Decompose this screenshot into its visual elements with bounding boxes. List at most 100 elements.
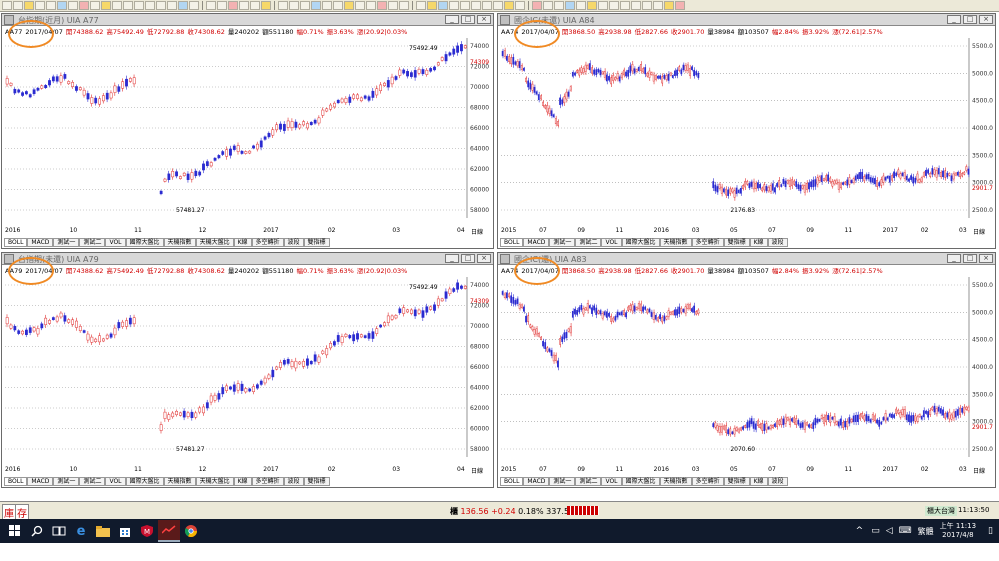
maximize-button[interactable]: □ <box>461 254 475 263</box>
toolbar-button[interactable] <box>167 1 177 10</box>
toolbar-button[interactable] <box>438 1 448 10</box>
toolbar-button[interactable] <box>565 1 575 10</box>
toolbar-button[interactable] <box>178 1 188 10</box>
indicator-tab[interactable]: K線 <box>749 238 768 247</box>
indicator-tab[interactable]: K線 <box>749 477 768 486</box>
indicator-tab[interactable]: 多空轉折 <box>251 477 284 486</box>
toolbar-button[interactable] <box>300 1 310 10</box>
tray-chevron-icon[interactable]: ^ <box>855 526 864 536</box>
toolbar-button[interactable] <box>228 1 238 10</box>
minimize-button[interactable]: _ <box>445 15 459 24</box>
toolbar-button[interactable] <box>344 1 354 10</box>
window-titlebar[interactable]: 台指期(未還) UIA A79 _ □ × <box>2 253 493 265</box>
indicator-tab[interactable]: 雙指標 <box>303 238 330 247</box>
indicator-tab[interactable]: 國際大盤比 <box>125 238 164 247</box>
toolbar-button[interactable] <box>57 1 67 10</box>
indicator-tab[interactable]: 波段 <box>283 477 304 486</box>
close-button[interactable]: × <box>979 254 993 263</box>
x-axis-period[interactable]: 日線 <box>471 229 484 236</box>
tray-keyboard-icon[interactable]: ⌨ <box>898 526 912 536</box>
toolbar-button[interactable] <box>156 1 166 10</box>
x-axis-period[interactable]: 日線 <box>973 468 986 475</box>
chrome-icon[interactable] <box>180 520 202 542</box>
minimize-button[interactable]: _ <box>947 15 961 24</box>
stock-app-icon[interactable] <box>158 520 180 542</box>
toolbar-button[interactable] <box>493 1 503 10</box>
indicator-tab[interactable]: K線 <box>233 477 252 486</box>
chart-window-4[interactable]: 國企IC(還) UIA A83 _ □ × AA74 2017/04/07 開386… <box>497 252 996 488</box>
indicator-tab[interactable]: 天機指數 <box>163 477 196 486</box>
toolbar-button[interactable] <box>35 1 45 10</box>
toolbar-button[interactable] <box>515 1 525 10</box>
toolbar-button[interactable] <box>554 1 564 10</box>
toolbar-button[interactable] <box>123 1 133 10</box>
toolbar-button[interactable] <box>366 1 376 10</box>
candlestick-chart[interactable]: 74000 72000 70000 68000 66000 64000 62000 60000… <box>5 38 494 220</box>
indicator-tab[interactable]: BOLL <box>4 238 28 247</box>
indicator-tab[interactable]: 多空轉折 <box>251 238 284 247</box>
toolbar-button[interactable] <box>322 1 332 10</box>
toolbar-button[interactable] <box>664 1 674 10</box>
task-view-icon[interactable] <box>48 520 70 542</box>
indicator-tab[interactable]: 雙指標 <box>723 238 750 247</box>
candlestick-chart[interactable]: 5500.0 5000.0 4500.0 4000.0 3500.0 3000.0 2500… <box>501 277 996 459</box>
toolbar-button[interactable] <box>217 1 227 10</box>
toolbar-button[interactable] <box>399 1 409 10</box>
toolbar-button[interactable] <box>333 1 343 10</box>
toolbar-button[interactable] <box>206 1 216 10</box>
window-titlebar[interactable]: 台指期(近月) UIA A77 _ □ × <box>2 14 493 26</box>
indicator-tab[interactable]: 天機大盤比 <box>195 238 234 247</box>
toolbar-button[interactable] <box>24 1 34 10</box>
edge-icon[interactable]: e <box>76 523 86 539</box>
indicator-tab[interactable]: 天機指數 <box>659 477 692 486</box>
toolbar-button[interactable] <box>609 1 619 10</box>
windows-icon[interactable] <box>4 520 26 542</box>
indicator-tab[interactable]: 測試二 <box>79 238 106 247</box>
toolbar-button[interactable] <box>471 1 481 10</box>
toolbar-button[interactable] <box>68 1 78 10</box>
indicator-tab[interactable]: 波段 <box>767 477 788 486</box>
toolbar-button[interactable] <box>653 1 663 10</box>
indicator-tab[interactable]: BOLL <box>500 238 524 247</box>
indicator-tab[interactable]: 測試二 <box>575 238 602 247</box>
x-axis-period[interactable]: 日線 <box>471 468 484 475</box>
minimize-button[interactable]: _ <box>947 254 961 263</box>
toolbar-button[interactable] <box>261 1 271 10</box>
toolbar-button[interactable] <box>631 1 641 10</box>
toolbar-button[interactable] <box>79 1 89 10</box>
notification-icon[interactable]: ▯ <box>988 526 993 536</box>
indicator-tab[interactable]: VOL <box>601 238 622 247</box>
toolbar-button[interactable] <box>642 1 652 10</box>
toolbar-button[interactable] <box>427 1 437 10</box>
indicator-tab[interactable]: 國際大盤比 <box>621 238 660 247</box>
indicator-tab[interactable]: 天機指數 <box>163 238 196 247</box>
candlestick-chart[interactable]: 5500.0 5000.0 4500.0 4000.0 3500.0 3000.0 2500… <box>501 38 996 220</box>
indicator-tab[interactable]: 測試一 <box>549 477 576 486</box>
indicator-tab[interactable]: VOL <box>105 477 126 486</box>
indicator-tab[interactable]: 多空轉折 <box>691 238 724 247</box>
indicator-tab[interactable]: MACD <box>523 238 550 247</box>
toolbar-button[interactable] <box>587 1 597 10</box>
indicator-tab[interactable]: MACD <box>523 477 550 486</box>
toolbar-button[interactable] <box>620 1 630 10</box>
toolbar-button[interactable] <box>675 1 685 10</box>
x-axis-period[interactable]: 日線 <box>973 229 986 236</box>
indicator-tab[interactable]: K線 <box>233 238 252 247</box>
indicator-tab[interactable]: 測試一 <box>53 477 80 486</box>
toolbar-button[interactable] <box>482 1 492 10</box>
window-titlebar[interactable]: 國企IC(還) UIA A83 _ □ × <box>498 253 995 265</box>
store-icon[interactable] <box>114 520 136 542</box>
minimize-button[interactable]: _ <box>445 254 459 263</box>
toolbar-button[interactable] <box>278 1 288 10</box>
indicator-tab[interactable]: 波段 <box>767 238 788 247</box>
indicator-tab[interactable]: 測試二 <box>79 477 106 486</box>
tray-volume-icon[interactable]: ◁ <box>885 526 893 536</box>
toolbar-button[interactable] <box>134 1 144 10</box>
close-button[interactable]: × <box>979 15 993 24</box>
toolbar-button[interactable] <box>250 1 260 10</box>
mcafee-icon[interactable]: M <box>136 520 158 542</box>
close-button[interactable]: × <box>477 15 491 24</box>
toolbar-button[interactable] <box>460 1 470 10</box>
indicator-tab[interactable]: MACD <box>27 238 54 247</box>
indicator-tab[interactable]: 國際大盤比 <box>125 477 164 486</box>
